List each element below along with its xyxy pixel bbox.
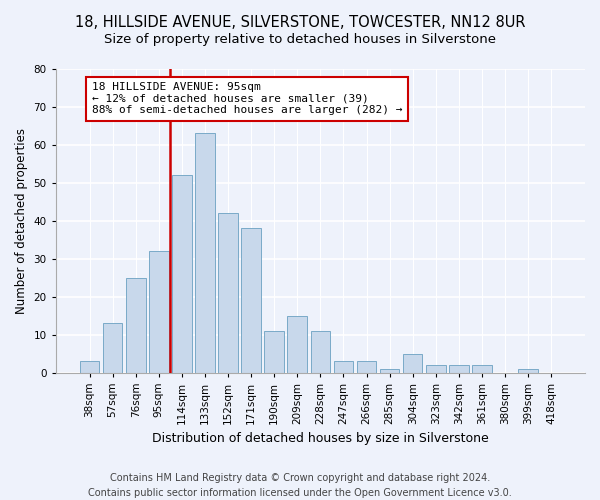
Bar [449,365,469,372]
Bar [265,331,284,372]
Bar [311,331,330,372]
Bar [80,361,100,372]
Bar [126,278,146,372]
Bar [518,368,538,372]
Text: Contains HM Land Registry data © Crown copyright and database right 2024.
Contai: Contains HM Land Registry data © Crown c… [88,472,512,498]
Bar [357,361,376,372]
X-axis label: Distribution of detached houses by size in Silverstone: Distribution of detached houses by size … [152,432,489,445]
Text: 18, HILLSIDE AVENUE, SILVERSTONE, TOWCESTER, NN12 8UR: 18, HILLSIDE AVENUE, SILVERSTONE, TOWCES… [75,15,525,30]
Bar [103,323,122,372]
Bar [403,354,422,372]
Bar [472,365,492,372]
Text: Size of property relative to detached houses in Silverstone: Size of property relative to detached ho… [104,32,496,46]
Bar [149,251,169,372]
Bar [195,134,215,372]
Bar [334,361,353,372]
Bar [172,175,191,372]
Bar [380,368,400,372]
Bar [218,213,238,372]
Text: 18 HILLSIDE AVENUE: 95sqm
← 12% of detached houses are smaller (39)
88% of semi-: 18 HILLSIDE AVENUE: 95sqm ← 12% of detac… [92,82,403,116]
Bar [426,365,446,372]
Y-axis label: Number of detached properties: Number of detached properties [15,128,28,314]
Bar [241,228,261,372]
Bar [287,316,307,372]
